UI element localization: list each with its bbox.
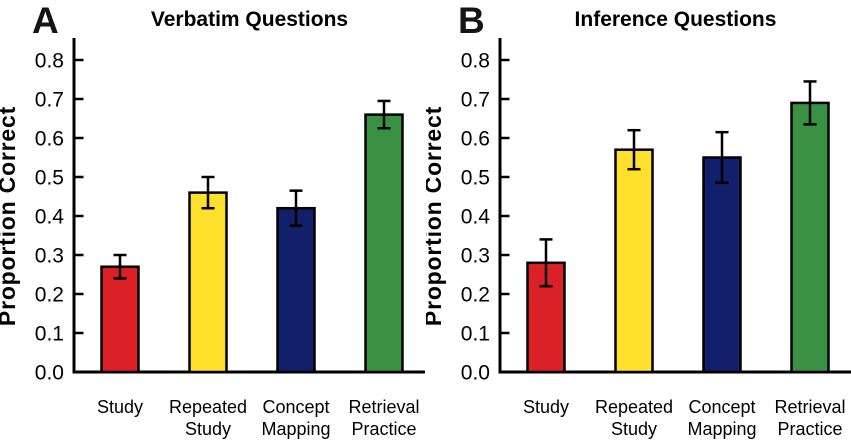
y-tick-label: 0.4	[461, 206, 491, 229]
bar-concept-mapping	[702, 156, 742, 374]
x-category-label-repeated-study: Study	[611, 419, 657, 439]
bar-repeated-study	[614, 148, 654, 374]
bar-repeated-study	[188, 191, 228, 374]
x-category-label-retrieval-practice: Practice	[777, 419, 842, 439]
y-tick-label: 0.5	[461, 167, 490, 190]
bar-chart-inference-questions: 0.0 0.1 0.2 0.3 0.4 0.5 0.6 0.7 0.8 Proportion Co…	[426, 38, 851, 439]
x-category-label-retrieval-practice: Retrieval	[348, 397, 419, 417]
x-category-label-repeated-study: Study	[185, 419, 231, 439]
panel-title-verbatim-questions: Verbatim Questions	[150, 8, 349, 31]
x-category-label-concept-mapping: Concept	[688, 397, 755, 417]
x-category-label-concept-mapping: Concept	[262, 397, 329, 417]
bar-chart-verbatim-questions: 0.0 0.1 0.2 0.3 0.4 0.5 0.6 0.7 0.8 Proportion Co…	[0, 38, 425, 439]
y-tick-label: 0.6	[461, 128, 490, 151]
x-category-label-study: Study	[97, 397, 143, 417]
y-axis-label: Proportion Correct	[0, 106, 20, 326]
y-tick-label: 0.3	[461, 245, 490, 268]
panel-b: B Inference Questions 0.0 0.1 0.2 0.3 0.4 0.5…	[426, 0, 851, 447]
bar-retrieval-practice	[364, 113, 404, 374]
y-tick-label: 0.4	[35, 206, 65, 229]
panel-letter-a: A	[32, 0, 60, 41]
y-tick-label: 0.0	[35, 362, 64, 385]
x-category-label-concept-mapping: Mapping	[687, 419, 756, 439]
bar-retrieval-practice	[790, 101, 830, 374]
y-tick-label: 0.1	[461, 323, 490, 346]
x-category-label-concept-mapping: Mapping	[261, 419, 330, 439]
y-tick-label: 0.5	[35, 167, 64, 190]
y-tick-label: 0.6	[35, 128, 64, 151]
y-tick-label: 0.7	[461, 89, 490, 112]
y-tick-label: 0.2	[35, 284, 64, 307]
y-axis-label: Proportion Correct	[426, 106, 446, 326]
y-tick-label: 0.1	[35, 323, 64, 346]
y-tick-label: 0.7	[35, 89, 64, 112]
panel-title-inference-questions: Inference Questions	[574, 8, 777, 31]
y-tick-label: 0.0	[461, 362, 490, 385]
bar-study	[100, 265, 140, 374]
x-category-label-study: Study	[523, 397, 569, 417]
y-tick-label: 0.8	[461, 50, 490, 73]
panel-letter-b: B	[458, 0, 486, 41]
x-category-label-retrieval-practice: Retrieval	[774, 397, 845, 417]
x-category-label-retrieval-practice: Practice	[351, 419, 416, 439]
x-category-label-repeated-study: Repeated	[595, 397, 673, 417]
y-tick-label: 0.8	[35, 50, 64, 73]
bar-concept-mapping	[276, 206, 316, 374]
panel-a: A Verbatim Questions 0.0 0.1 0.2 0.3 0.4 0.5 0…	[0, 0, 425, 447]
y-tick-label: 0.3	[35, 245, 64, 268]
x-category-label-repeated-study: Repeated	[169, 397, 247, 417]
y-tick-label: 0.2	[461, 284, 490, 307]
